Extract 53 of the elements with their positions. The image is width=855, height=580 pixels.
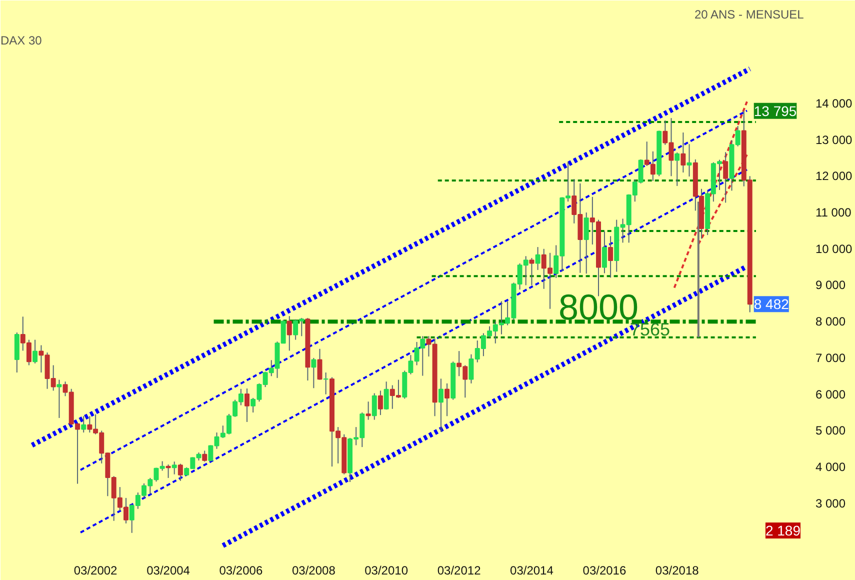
y-tick-label: 8 000: [816, 314, 846, 329]
y-tick-label: 11 000: [816, 206, 852, 220]
candlestick: [317, 348, 322, 380]
y-tick-label: 3 000: [816, 496, 846, 510]
x-tick-label: 03/2016: [582, 564, 626, 578]
candlestick: [202, 450, 208, 462]
candlestick: [608, 236, 614, 278]
candlestick: [32, 339, 38, 364]
candlestick: [680, 132, 686, 173]
candlestick: [286, 316, 292, 352]
candlestick: [602, 230, 607, 274]
candlestick: [378, 390, 383, 416]
candlestick: [438, 378, 444, 432]
x-tick-label: 03/2012: [437, 564, 482, 578]
candlestick: [384, 381, 389, 410]
candlestick: [166, 464, 171, 478]
x-tick-label: 03/2018: [655, 564, 700, 578]
x-tick-label: 03/2006: [219, 564, 263, 578]
y-tick-label: 13 000: [816, 132, 853, 147]
y-tick-label: 9 000: [816, 278, 846, 292]
x-tick-label: 03/2004: [146, 564, 190, 578]
annotation: 13 795: [754, 102, 797, 119]
x-tick-label: 03/2008: [292, 564, 336, 578]
candlestick: [674, 152, 680, 186]
y-tick-label: 6 000: [816, 387, 846, 402]
y-tick-label: 4 000: [816, 460, 846, 474]
x-tick-label: 03/2002: [74, 564, 118, 578]
y-tick-label: 14 000: [816, 96, 853, 110]
candlestick: [244, 388, 250, 422]
x-tick-label: 03/2014: [510, 564, 554, 578]
candlestick: [535, 246, 540, 270]
candlestick: [686, 144, 692, 177]
x-tick-label: 03/2010: [364, 564, 408, 578]
annotation: 8 482: [754, 296, 790, 312]
candlestick: [56, 379, 62, 418]
candlestick: [311, 357, 316, 389]
candlestick: [366, 401, 371, 420]
candlestick: [323, 372, 328, 395]
annotation: 2 189: [765, 522, 801, 538]
y-tick-label: 7 000: [816, 350, 846, 365]
candlestick: [723, 152, 728, 204]
candlestick: [172, 461, 177, 475]
candlestick: [178, 463, 183, 482]
candlestick: [584, 212, 589, 274]
chart-subtitle: 20 ANS - MENSUEL: [694, 8, 804, 22]
candlestick: [444, 382, 450, 417]
candlestick: [81, 416, 86, 433]
candlestick: [529, 257, 534, 286]
y-tick-label: 12 000: [816, 169, 853, 184]
chart-title: DAX 30: [0, 34, 42, 48]
y-tick-label: 10 000: [816, 242, 853, 256]
y-tick-label: 5 000: [816, 424, 846, 438]
candlestick: [372, 392, 377, 420]
